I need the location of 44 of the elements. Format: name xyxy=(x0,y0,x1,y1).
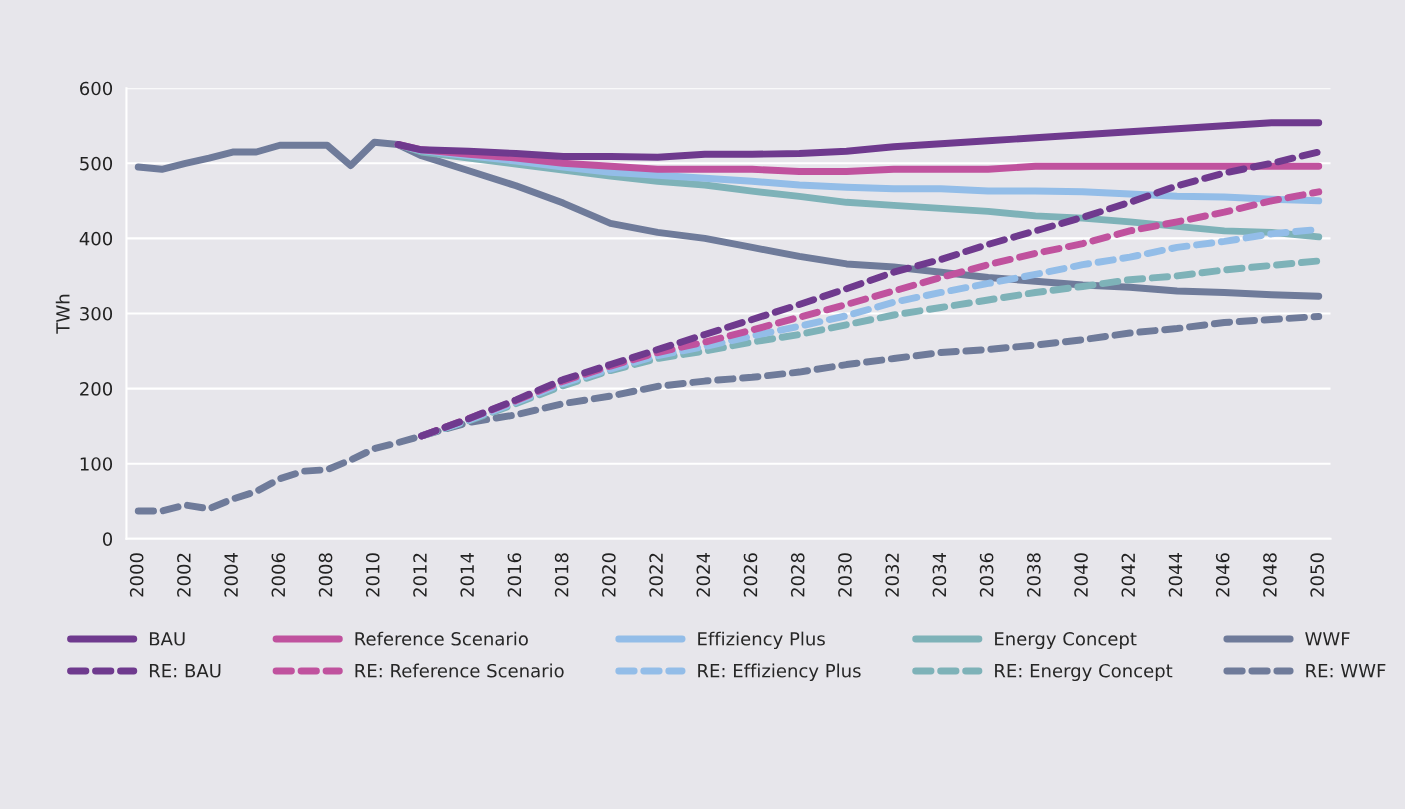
x-tick-label: 2046 xyxy=(1215,553,1230,597)
x-tick-label: 2000 xyxy=(129,553,144,597)
x-tick-label: 2018 xyxy=(554,553,569,597)
y-axis-title: TWh xyxy=(55,294,70,334)
y-tick-label: 100 xyxy=(80,457,113,471)
x-tick-label: 2030 xyxy=(838,553,852,597)
x-tick-label: 2002 xyxy=(177,553,191,597)
x-tick-label: 2008 xyxy=(318,553,333,597)
legend-label: BAU xyxy=(149,632,185,646)
x-tick-label: 2006 xyxy=(271,553,286,597)
x-tick-label: 2028 xyxy=(790,553,805,597)
x-tick-label: 2032 xyxy=(885,553,899,597)
x-tick-label: 2036 xyxy=(979,553,994,597)
x-tick-label: 2026 xyxy=(743,553,758,597)
legend-label: RE: WWF xyxy=(1306,664,1386,678)
x-tick-label: 2050 xyxy=(1310,553,1324,597)
x-tick-label: 2034 xyxy=(932,553,947,597)
x-tick-label: 2010 xyxy=(365,553,380,597)
legend-label: Reference Scenario xyxy=(355,631,528,646)
x-tick-label: 2016 xyxy=(507,553,522,597)
y-tick-label: 500 xyxy=(80,156,113,171)
y-tick-label: 400 xyxy=(79,231,113,246)
x-tick-label: 2004 xyxy=(224,553,238,597)
x-tick-label: 2048 xyxy=(1263,553,1277,597)
legend-label: RE: Reference Scenario xyxy=(355,663,564,678)
legend-label: Energy Concept xyxy=(995,631,1137,650)
y-tick-label: 300 xyxy=(80,306,113,321)
x-tick-label: 2020 xyxy=(602,553,616,597)
y-tick-label: 0 xyxy=(102,532,113,546)
legend-label: RE: Energy Concept xyxy=(995,663,1173,682)
x-tick-label: 2042 xyxy=(1121,553,1136,597)
y-tick-label: 200 xyxy=(80,382,113,396)
x-tick-label: 2022 xyxy=(649,553,663,597)
x-tick-label: 2024 xyxy=(696,553,711,597)
legend-label: Effiziency Plus xyxy=(698,631,825,650)
y-tick-label: 600 xyxy=(80,81,113,96)
x-tick-label: 2040 xyxy=(1074,553,1088,597)
legend-label: RE: Effiziency Plus xyxy=(698,663,861,682)
legend-label: RE: BAU xyxy=(149,664,221,678)
x-tick-label: 2014 xyxy=(460,553,475,597)
x-tick-label: 2012 xyxy=(413,553,427,597)
legend-label: WWF xyxy=(1305,632,1350,646)
x-tick-label: 2038 xyxy=(1027,553,1041,597)
x-tick-label: 2044 xyxy=(1168,553,1183,597)
